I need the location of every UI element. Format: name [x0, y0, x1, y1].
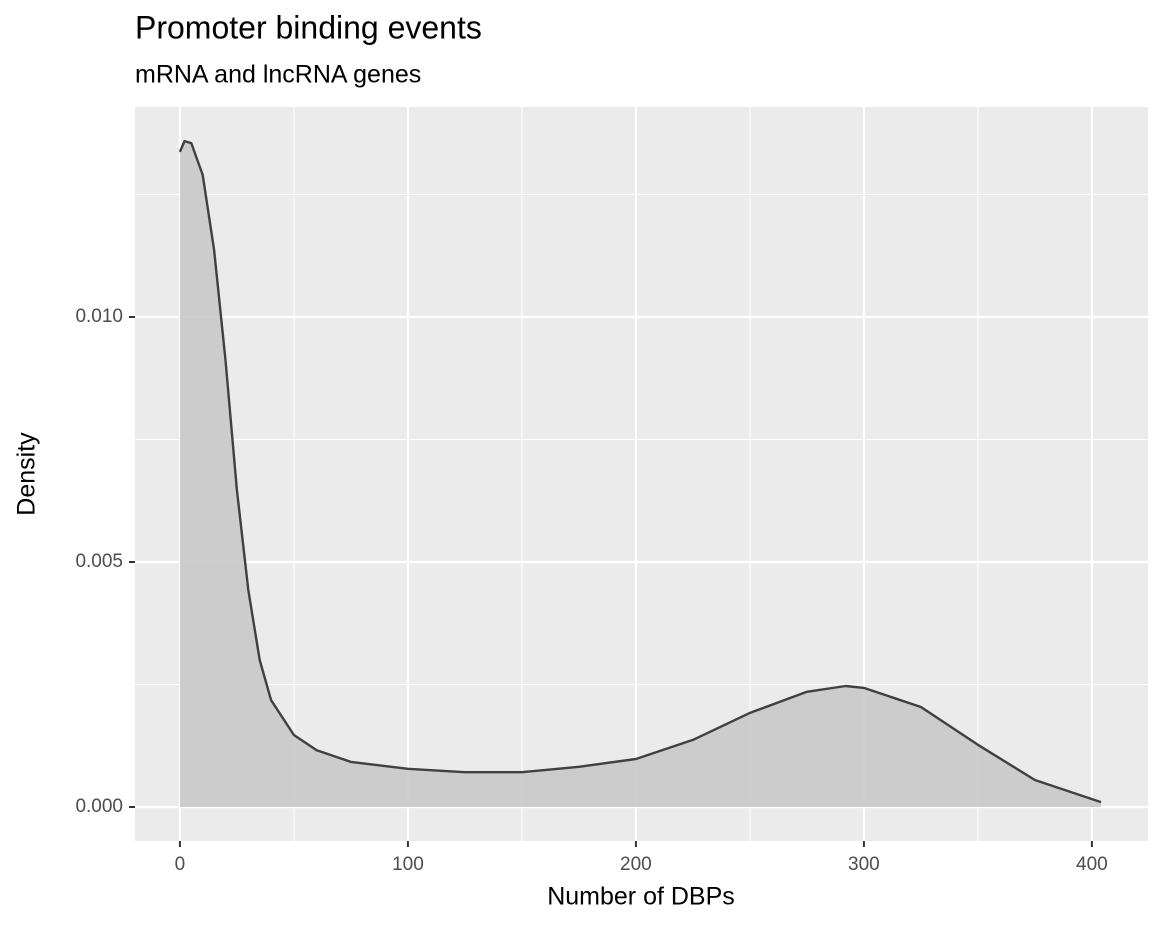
- x-axis-title: Number of DBPs: [547, 883, 735, 911]
- x-tick-label: 400: [1076, 854, 1108, 875]
- y-axis-title: Density: [13, 432, 41, 516]
- density-line: [178, 139, 1102, 804]
- y-tick-label: 0.005: [75, 551, 123, 572]
- x-tick-label: 100: [392, 854, 424, 875]
- x-tick-label: 0: [175, 854, 186, 875]
- x-tick-label: 300: [848, 854, 880, 875]
- chart-title: Promoter binding events: [135, 9, 482, 45]
- plot-panel: [135, 107, 1148, 841]
- y-tick-label: 0.010: [75, 306, 123, 327]
- y-tick-label: 0.000: [75, 796, 123, 817]
- x-tick-label: 200: [620, 854, 652, 875]
- chart-subtitle: mRNA and lncRNA genes: [135, 61, 421, 89]
- density-area: [179, 141, 1102, 807]
